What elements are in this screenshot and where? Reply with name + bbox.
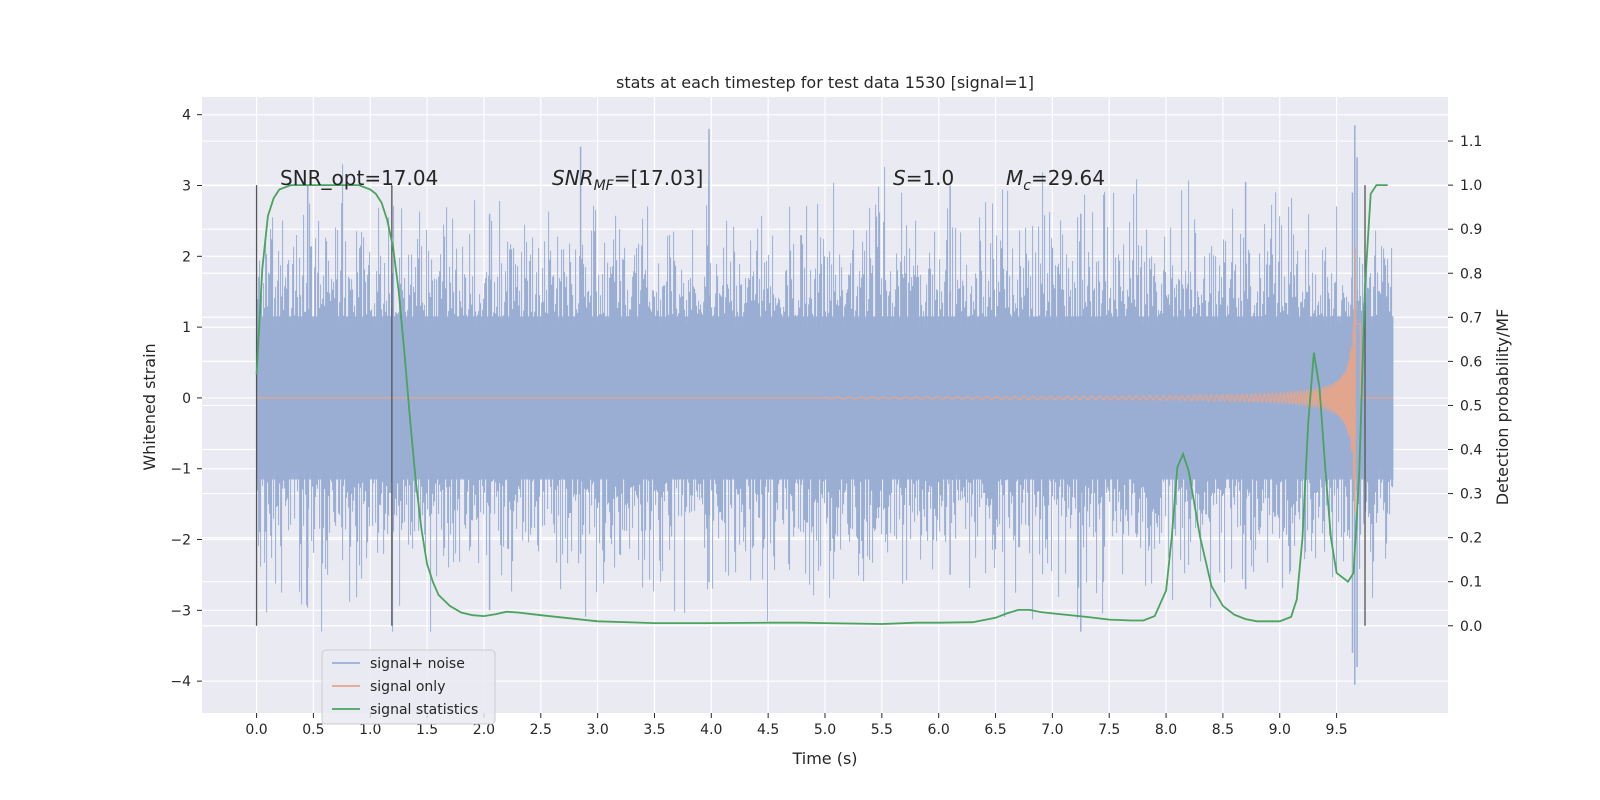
right-y-tick-label-8: 0.3	[1460, 487, 1482, 503]
right-y-tick-label-3: 0.8	[1460, 266, 1482, 282]
signal-only-series	[256, 247, 1394, 514]
signal-only-trace	[256, 247, 1394, 514]
x-tick-label-17: 8.5	[1212, 722, 1234, 738]
y-tick-label-8: −4	[170, 674, 191, 690]
right-y-tick-label-7: 0.4	[1460, 443, 1482, 459]
annotation-snr-mf: SNRMF=[17.03]	[552, 166, 703, 194]
left-y-axis-ticks: 4 3 2 1 0 −1 −2 −3 −4	[170, 108, 202, 690]
right-y-axis-ticks: 1.1 1.0 0.9 0.8 0.7 0.6 0.5 0.4 0.3 0.2 0.1 0.0	[1448, 134, 1482, 635]
x-tick-label-18: 9.0	[1269, 722, 1291, 738]
x-tick-label-1: 0.5	[302, 722, 324, 738]
annotation-mc: Mc=29.64	[1006, 166, 1105, 194]
signal-statistics-line	[255, 184, 1388, 625]
x-tick-label-13: 6.5	[984, 722, 1006, 738]
legend-label-signal-plus-noise: signal+ noise	[370, 656, 465, 672]
signal-statistics-series	[255, 184, 1388, 625]
x-tick-label-19: 9.5	[1325, 722, 1347, 738]
right-y-axis-label: Detection probability/MF	[1493, 309, 1512, 506]
legend-label-signal-statistics: signal statistics	[370, 702, 478, 718]
x-tick-label-16: 8.0	[1155, 722, 1177, 738]
vertical-markers	[255, 185, 1366, 626]
y-tick-label-0: 4	[182, 108, 191, 124]
legend-box	[321, 649, 496, 725]
annotation-snr-opt: SNR_opt=17.04	[280, 166, 438, 190]
right-y-tick-label-5: 0.6	[1460, 354, 1482, 370]
y-tick-label-1: 3	[182, 179, 191, 195]
y-tick-label-2: 2	[182, 249, 191, 265]
annotation-snr-mf-subscript: MF	[594, 178, 615, 194]
annotation-s-value: =1.0	[906, 166, 955, 190]
annotation-s-symbol: S	[893, 166, 906, 190]
x-tick-label-0: 0.0	[245, 722, 267, 738]
x-tick-label-9: 4.5	[757, 722, 779, 738]
chart-title: stats at each timestep for test data 153…	[616, 73, 1034, 92]
right-y-tick-label-11: 0.0	[1460, 619, 1482, 635]
right-y-tick-label-10: 0.1	[1460, 575, 1482, 591]
annotation-snr-mf-symbol: SNR	[552, 166, 594, 190]
annotation-mc-subscript: c	[1023, 178, 1031, 194]
y-tick-label-6: −2	[170, 533, 191, 549]
right-y-tick-label-6: 0.5	[1460, 398, 1482, 414]
right-y-tick-label-4: 0.7	[1460, 310, 1482, 326]
x-axis-ticks: 0.0 0.5 1.0 1.5 2.0 2.5 3.0 3.5 4.0 4.5 5.0 5.5 6.0 6…	[245, 713, 1348, 738]
x-tick-label-11: 5.5	[871, 722, 893, 738]
right-y-tick-label-2: 0.9	[1460, 222, 1482, 238]
annotation-mc-value: =29.64	[1031, 166, 1105, 190]
x-tick-label-5: 2.5	[530, 722, 552, 738]
x-tick-label-12: 6.0	[928, 722, 950, 738]
y-tick-label-4: 0	[182, 391, 191, 407]
annotation-snr-mf-value: =[17.03]	[614, 166, 704, 190]
y-tick-label-5: −1	[170, 462, 191, 478]
x-tick-label-15: 7.5	[1098, 722, 1120, 738]
x-tick-label-4: 2.0	[473, 722, 495, 738]
x-axis-label: Time (s)	[791, 749, 857, 768]
y-tick-label-3: 1	[182, 320, 191, 336]
x-tick-label-7: 3.5	[643, 722, 665, 738]
y-tick-label-7: −3	[170, 603, 191, 619]
right-y-tick-label-1: 1.0	[1460, 178, 1482, 194]
annotation-s: S=1.0	[893, 166, 954, 190]
right-y-tick-label-9: 0.2	[1460, 531, 1482, 547]
x-tick-label-14: 7.0	[1041, 722, 1063, 738]
x-tick-label-2: 1.0	[359, 722, 381, 738]
x-tick-label-6: 3.0	[586, 722, 608, 738]
annotation-mc-symbol: M	[1006, 166, 1023, 190]
x-tick-label-10: 5.0	[814, 722, 836, 738]
x-tick-label-3: 1.5	[416, 722, 438, 738]
right-y-tick-label-0: 1.1	[1460, 134, 1482, 150]
legend: signal+ noise signal only signal statist…	[321, 649, 496, 725]
x-tick-label-8: 4.0	[700, 722, 722, 738]
legend-label-signal-only: signal only	[370, 679, 445, 695]
left-y-axis-label: Whitened strain	[140, 343, 159, 470]
